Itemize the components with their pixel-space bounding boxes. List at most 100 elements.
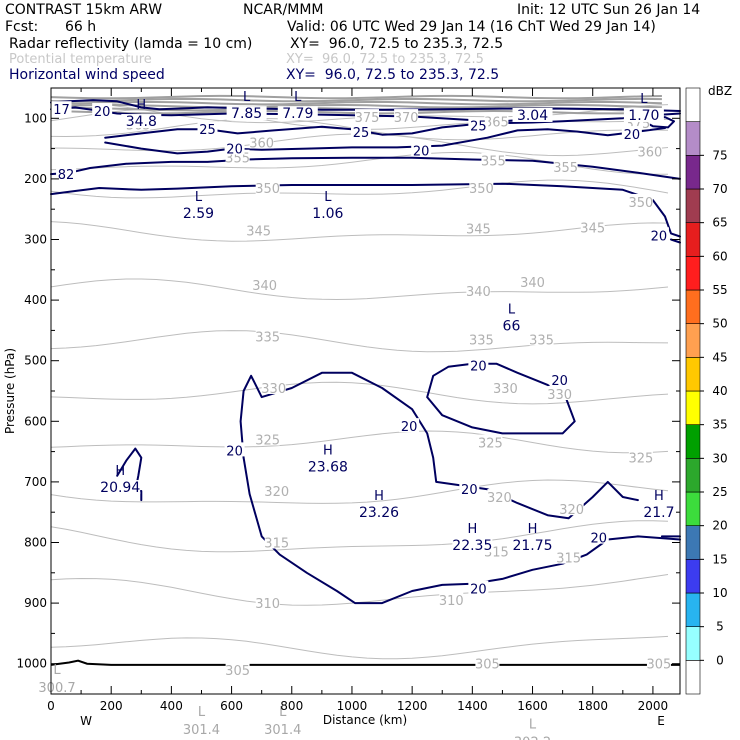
isentrope-line	[50, 221, 669, 242]
wind-contour-label: 20	[551, 374, 568, 389]
colorbar-level-label: 20	[712, 519, 727, 533]
y-tick-label: 300	[24, 233, 47, 247]
x-tick-label: 2000	[638, 699, 669, 713]
colorbar-level-label: 65	[712, 216, 727, 230]
colorbar-level-label: 35	[712, 418, 727, 432]
wind-contour-line	[104, 118, 528, 139]
wind-extremum-value: 1.06	[312, 206, 343, 222]
y-axis-label: Pressure (hPa)	[3, 348, 17, 434]
y-tick-label: 500	[24, 354, 47, 368]
y-tick-label: 800	[24, 536, 47, 550]
isentrope-label: 375	[355, 111, 380, 126]
wind-extremum-kind: H	[528, 522, 538, 537]
wind-contour-label: 20	[651, 229, 668, 244]
isentrope-label: 360	[637, 146, 662, 161]
theta-extremum-value: 301.4	[183, 723, 220, 738]
isentrope-line	[50, 430, 669, 454]
isentrope-label: 355	[481, 155, 506, 170]
wind-contour-label: 20	[470, 583, 487, 598]
x-tick-label: 800	[280, 699, 303, 713]
theta-extremum-value: 301.4	[264, 723, 301, 738]
isentrope-label-bg	[264, 534, 289, 549]
colorbar-swatch	[685, 525, 701, 560]
colorbar-swatch	[685, 121, 701, 156]
wind-extremum-value: 7.79	[282, 106, 313, 122]
colorbar-unit: dBZ	[708, 84, 732, 98]
field-name-reflectivity: Radar reflectivity (lamda = 10 cm)	[9, 36, 253, 52]
theta-extremum-kind: L	[279, 705, 287, 720]
wind-extremum-bg	[512, 538, 553, 553]
isentrope-label-bg	[255, 179, 280, 194]
x-tick-label: 1400	[457, 699, 488, 713]
wind-extremum-kind: L	[508, 302, 516, 317]
x-tick-label: 400	[160, 699, 183, 713]
wind-extremum-value: 20.94	[100, 480, 140, 496]
wind-extremum-kind: L	[294, 90, 302, 105]
wind-extremum-value: 34.8	[126, 114, 157, 130]
theta-extremum-value: 300.7	[38, 681, 75, 696]
isentrope-label: 355	[225, 152, 250, 167]
wind-contour-label: 25	[470, 120, 487, 135]
isentrope-label: 350	[255, 182, 280, 197]
wind-extremum-bg	[178, 206, 219, 221]
y-tick-label: 1000	[16, 657, 47, 671]
upper-isentrope-line	[50, 94, 662, 100]
wind-label-bg	[468, 357, 489, 372]
isentrope-line	[50, 479, 669, 504]
wind-extremum-kind: H	[374, 489, 384, 504]
wind-extremum-kind: H	[467, 522, 477, 537]
wind-label-bg	[51, 101, 72, 116]
isentrope-line	[50, 179, 669, 199]
upper-isentrope-line	[50, 103, 662, 109]
wind-contour-label: 20	[470, 360, 487, 375]
colorbar-swatch	[685, 660, 701, 695]
colorbar-level-label: 75	[712, 148, 727, 162]
isentrope-label: 335	[469, 333, 494, 348]
colorbar-swatch	[685, 559, 701, 594]
x-axis-label: Distance (km)	[323, 713, 407, 727]
isentrope-label: 305	[647, 658, 672, 673]
isentrope-label-bg	[261, 379, 286, 394]
wind-extremum-kind: H	[654, 489, 664, 504]
colorbar-swatch	[685, 491, 701, 526]
isentrope-label-bg	[469, 179, 494, 194]
valid-time: Valid: 06 UTC Wed 29 Jan 14 (16 ChT Wed …	[287, 19, 656, 35]
isentrope-label: 325	[255, 433, 280, 448]
colorbar-level-label: 50	[712, 317, 727, 331]
wind-label-bg	[588, 529, 609, 544]
colorbar-swatch	[685, 626, 701, 661]
wind-label-bg	[224, 140, 245, 155]
wind-extremum-kind: L	[195, 190, 203, 205]
wind-label-bg	[411, 142, 432, 157]
upper-isentrope-line	[50, 97, 662, 103]
wind-extremum-bg	[226, 106, 267, 121]
isentrope-label-bg	[355, 109, 380, 124]
isentrope-label: 325	[478, 437, 503, 452]
wind-contour-label: 82	[58, 168, 75, 183]
y-tick-label: 900	[24, 596, 47, 610]
wind-label-bg	[549, 372, 570, 387]
wind-contour-line	[116, 447, 143, 502]
wind-extremum-value: 21.7	[643, 505, 674, 521]
x-tick-label: 0	[47, 699, 55, 713]
colorbar-swatch	[685, 424, 701, 459]
x-tick-label: 200	[100, 699, 123, 713]
wind-extremum-bg	[638, 504, 679, 519]
colorbar-swatch	[685, 155, 701, 190]
reflectivity-colorbar: 0 5 10 15 20 25 30 35 40 45 50 55 60 65 70 75	[685, 87, 728, 695]
isentrope-label-bg	[255, 431, 280, 446]
wind-extremum-bg	[623, 107, 664, 122]
colorbar-level-label: 55	[712, 283, 727, 297]
isentrope-line	[50, 520, 669, 553]
isentrope-label: 320	[264, 485, 289, 500]
colorbar-level-label: 60	[712, 249, 727, 263]
wind-contour-label: 20	[401, 420, 418, 435]
isentrope-label-bg	[394, 109, 419, 124]
isentrope-label-bg	[225, 661, 250, 676]
wind-contour-line	[50, 182, 681, 238]
theta-extremum-kind: L	[529, 717, 537, 732]
theta-extremum-kind: L	[198, 705, 206, 720]
east-label: E	[657, 714, 665, 728]
